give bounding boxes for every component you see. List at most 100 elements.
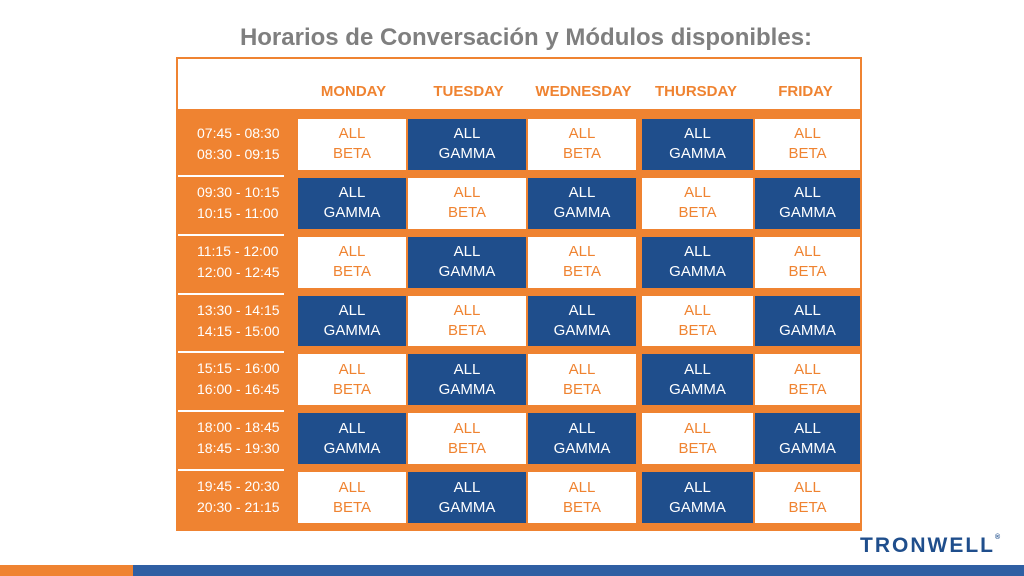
- day-header-thursday: THURSDAY: [655, 83, 737, 100]
- module-name: BETA: [788, 263, 827, 281]
- time-separator: [178, 410, 284, 413]
- time-slot: 18:00 - 18:45 18:45 - 19:30: [178, 417, 296, 459]
- day-header-monday: MONDAY: [320, 83, 387, 100]
- module-group: ALL: [338, 478, 366, 496]
- module-cell: ALL GAMMA: [642, 472, 753, 523]
- module-cell: ALL GAMMA: [408, 472, 526, 523]
- time-slot-start: 07:45 - 08:30: [197, 125, 280, 141]
- module-name: BETA: [562, 263, 602, 281]
- module-name: GAMMA: [438, 380, 496, 398]
- module-group: ALL: [453, 184, 481, 202]
- module-group: ALL: [568, 301, 596, 319]
- footer-bar-blue: [133, 565, 1024, 576]
- time-slot-start: 11:15 - 12:00: [197, 242, 279, 259]
- module-name: GAMMA: [669, 145, 726, 163]
- module-group: ALL: [568, 125, 596, 143]
- module-cell: ALL BETA: [528, 119, 636, 170]
- module-group: ALL: [684, 301, 711, 319]
- time-separator: [178, 292, 284, 295]
- module-cell: ALL BETA: [298, 472, 406, 523]
- module-group: ALL: [794, 419, 821, 437]
- module-group: ALL: [794, 184, 821, 202]
- time-slot-end: 08:30 - 09:15: [197, 146, 280, 162]
- module-name: BETA: [678, 439, 717, 457]
- module-name: BETA: [562, 380, 602, 398]
- module-name: GAMMA: [438, 498, 496, 516]
- module-group: ALL: [794, 125, 821, 143]
- module-cell: ALL BETA: [298, 119, 406, 170]
- module-cell: ALL BETA: [528, 236, 636, 288]
- module-cell: ALL BETA: [642, 413, 753, 465]
- module-group: ALL: [338, 243, 366, 261]
- module-group: ALL: [794, 243, 821, 261]
- module-name: GAMMA: [553, 321, 611, 339]
- schedule-grid: ALL BETA ALL GAMMA ALL BETA ALL GAMMA ALL BETA ALL…: [296, 117, 860, 529]
- module-name: GAMMA: [669, 263, 726, 281]
- module-group: ALL: [684, 478, 711, 496]
- module-cell: ALL BETA: [298, 354, 406, 406]
- module-group: ALL: [453, 125, 481, 143]
- module-name: GAMMA: [323, 321, 381, 339]
- day-header-row: MONDAY TUESDAY WEDNESDAY THURSDAY FRIDAY: [178, 59, 860, 109]
- module-cell: ALL GAMMA: [408, 119, 526, 170]
- module-name: BETA: [332, 145, 372, 163]
- module-name: BETA: [788, 380, 827, 398]
- module-cell: ALL BETA: [755, 354, 860, 406]
- time-slot: 07:45 - 08:30 08:30 - 09:15: [178, 123, 296, 165]
- module-name: BETA: [332, 498, 372, 516]
- module-cell: ALL GAMMA: [528, 177, 636, 229]
- module-group: ALL: [794, 360, 821, 378]
- module-group: ALL: [453, 301, 481, 319]
- module-cell: ALL BETA: [755, 119, 860, 170]
- module-cell: ALL GAMMA: [642, 236, 753, 288]
- module-cell: ALL GAMMA: [755, 295, 860, 347]
- time-separator: [178, 174, 284, 177]
- module-group: ALL: [338, 125, 366, 143]
- module-name: BETA: [678, 321, 717, 339]
- time-slot: 09:30 - 10:15 10:15 - 11:00: [178, 182, 296, 224]
- page-title: Horarios de Conversación y Módulos dispo…: [239, 24, 813, 51]
- module-group: ALL: [684, 360, 711, 378]
- module-cell: ALL BETA: [755, 236, 860, 288]
- module-name: BETA: [447, 439, 487, 457]
- module-group: ALL: [338, 419, 366, 437]
- time-slot-start: 09:30 - 10:15: [197, 183, 280, 200]
- module-group: ALL: [453, 243, 481, 261]
- module-name: BETA: [562, 498, 602, 516]
- module-cell: ALL GAMMA: [642, 354, 753, 406]
- module-group: ALL: [568, 478, 596, 496]
- module-cell: ALL BETA: [642, 295, 753, 347]
- module-cell: ALL BETA: [528, 472, 636, 523]
- module-group: ALL: [568, 419, 596, 437]
- module-group: ALL: [453, 478, 481, 496]
- schedule-table: MONDAY TUESDAY WEDNESDAY THURSDAY FRIDAY…: [176, 57, 862, 531]
- time-slot-end: 12:00 - 12:45: [197, 263, 280, 280]
- module-cell: ALL GAMMA: [755, 177, 860, 229]
- module-cell: ALL BETA: [408, 413, 526, 465]
- module-name: GAMMA: [779, 321, 836, 339]
- module-cell: ALL BETA: [298, 236, 406, 288]
- module-name: BETA: [788, 145, 827, 163]
- module-cell: ALL GAMMA: [298, 295, 406, 347]
- day-header-tuesday: TUESDAY: [433, 83, 504, 100]
- time-slot: 19:45 - 20:30 20:30 - 21:15: [178, 476, 296, 518]
- time-slot-end: 14:15 - 15:00: [197, 322, 280, 339]
- time-slot-start: 19:45 - 20:30: [197, 478, 280, 495]
- module-cell: ALL GAMMA: [755, 413, 860, 465]
- module-cell: ALL GAMMA: [528, 413, 636, 465]
- header-divider: [178, 109, 860, 117]
- module-cell: ALL BETA: [408, 177, 526, 229]
- time-column: 07:45 - 08:30 08:30 - 09:15 09:30 - 10:15 1…: [178, 117, 296, 529]
- module-cell: ALL BETA: [408, 295, 526, 347]
- module-cell: ALL GAMMA: [298, 413, 406, 465]
- module-group: ALL: [568, 243, 596, 261]
- module-name: BETA: [332, 380, 372, 398]
- module-group: ALL: [338, 301, 366, 319]
- module-group: ALL: [794, 478, 821, 496]
- module-cell: ALL BETA: [755, 472, 860, 523]
- module-group: ALL: [684, 419, 711, 437]
- module-name: BETA: [332, 263, 372, 281]
- module-cell: ALL GAMMA: [298, 177, 406, 229]
- time-slot: 15:15 - 16:00 16:00 - 16:45: [178, 358, 296, 400]
- module-name: GAMMA: [669, 498, 726, 516]
